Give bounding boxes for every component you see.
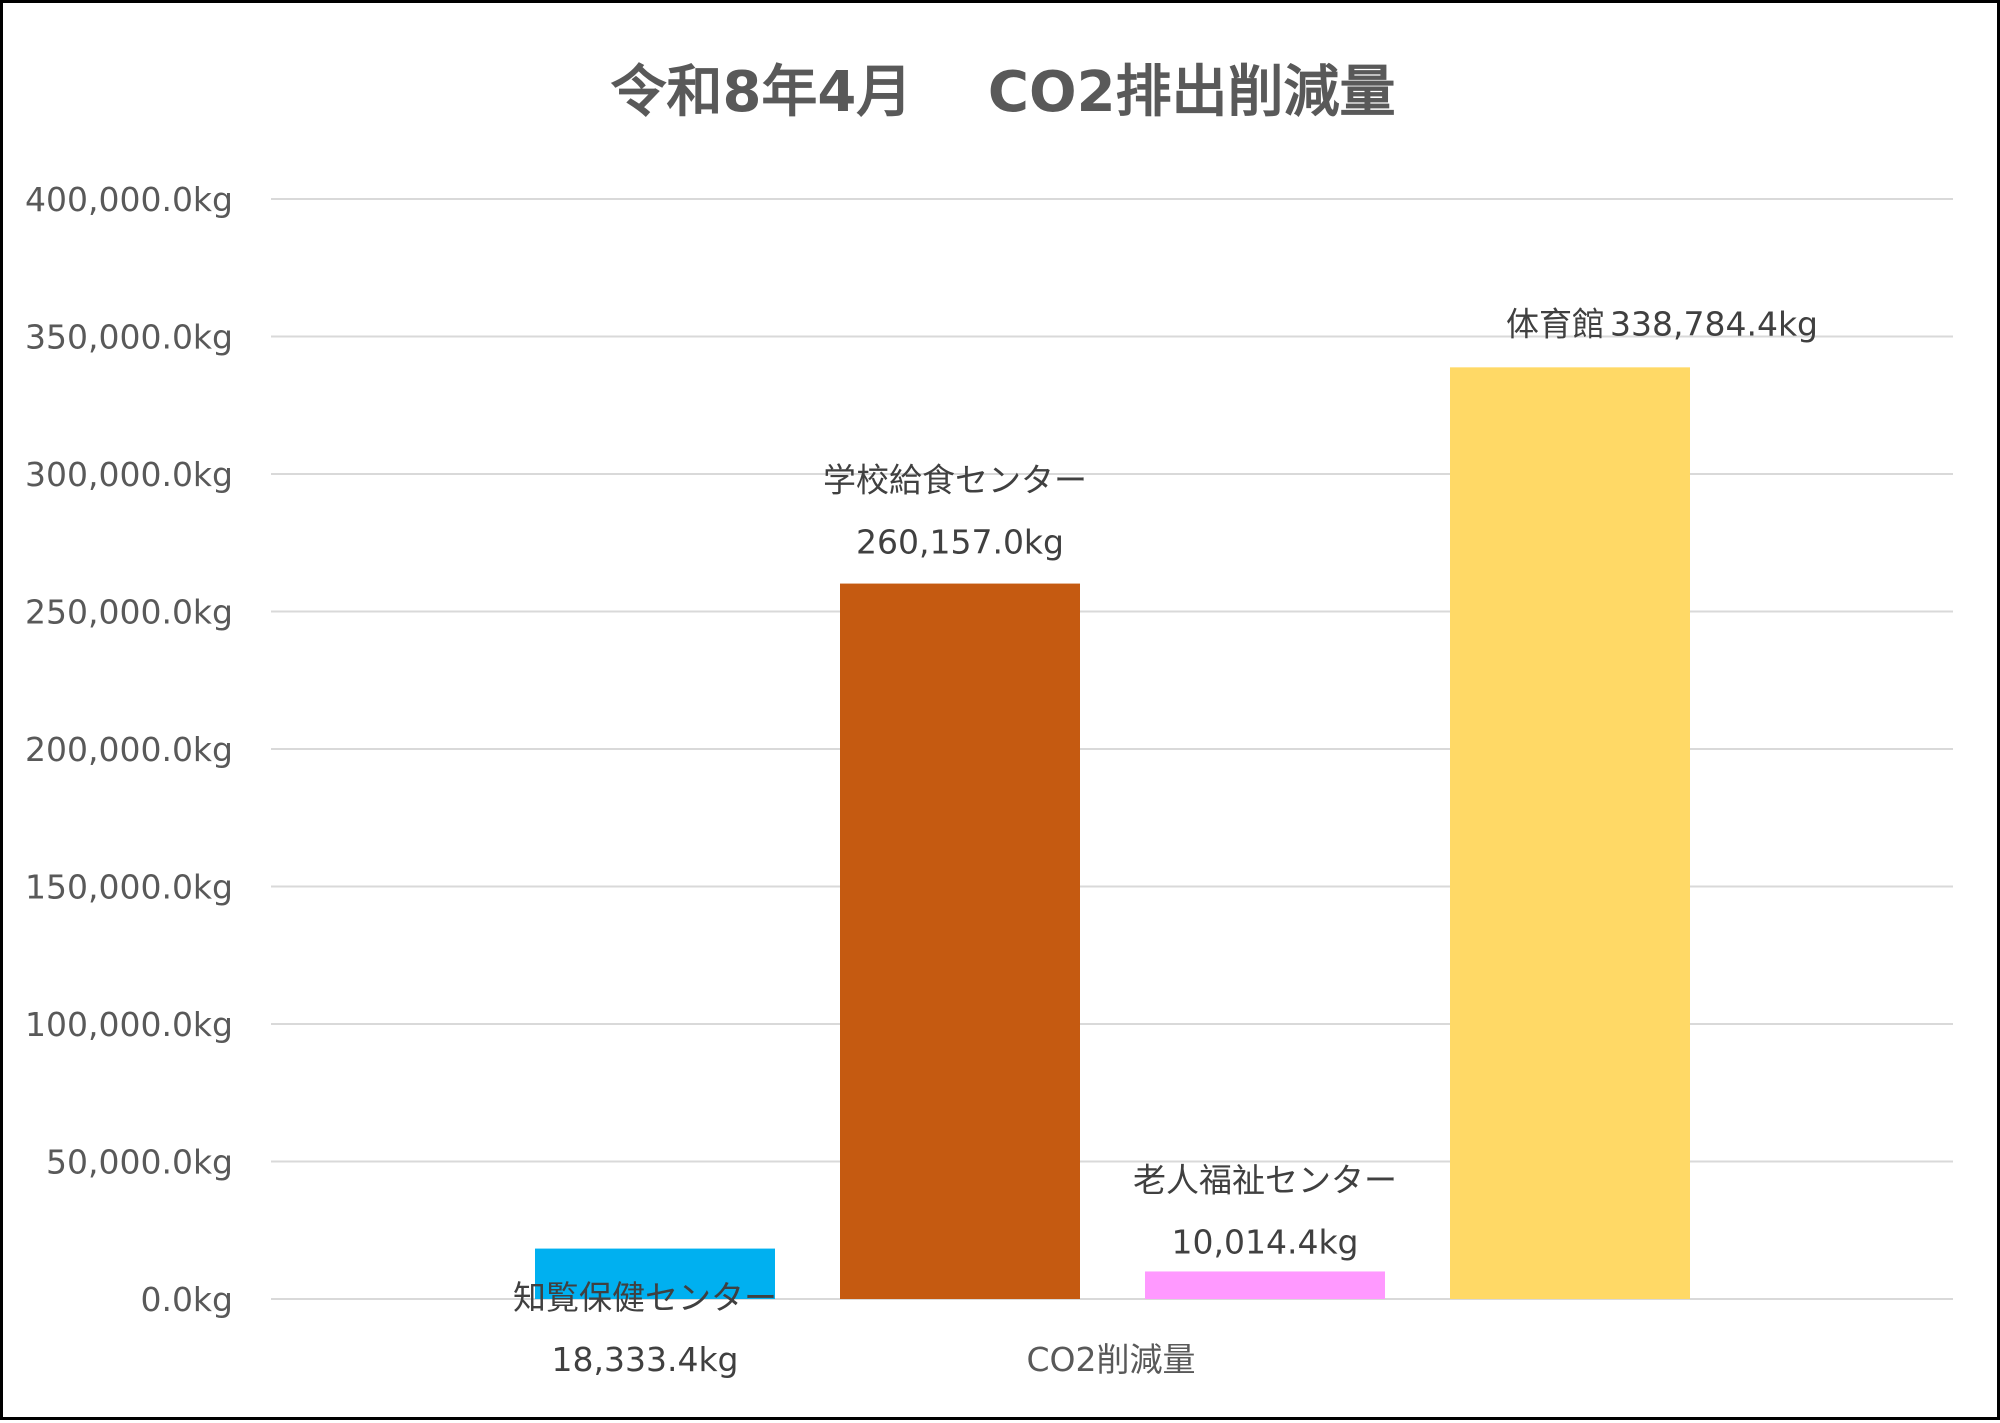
y-axis-ticks: 0.0kg 50,000.0kg 100,000.0kg 150,000.0kg 200… <box>25 180 233 1319</box>
y-tick-label: 200,000.0kg <box>25 730 233 769</box>
data-label-value: 18,333.4kg <box>551 1340 738 1379</box>
y-tick-label: 150,000.0kg <box>25 868 233 907</box>
data-label-series: 学校給食センター <box>823 461 1087 500</box>
bar <box>535 1248 775 1299</box>
y-tick-label: 100,000.0kg <box>25 1005 233 1044</box>
gridlines <box>271 198 1953 1300</box>
bar <box>840 583 1080 1299</box>
data-label-series: 知覧保健センター <box>513 1278 777 1317</box>
data-label-value: 338,784.4kg <box>1610 304 1818 343</box>
data-label-value: 260,157.0kg <box>856 523 1064 562</box>
chart-svg: 令和8年4月 CO2排出削減量 0.0kg 50,000.0kg 100,000.0… <box>25 60 1953 1379</box>
data-label-series: 老人福祉センター <box>1133 1160 1397 1199</box>
y-tick-label: 300,000.0kg <box>25 455 233 494</box>
x-category-label: CO2削減量 <box>1026 1340 1195 1379</box>
chart-title: 令和8年4月 CO2排出削減量 <box>610 60 1395 125</box>
y-tick-label: 350,000.0kg <box>25 318 233 357</box>
bar <box>1145 1271 1385 1299</box>
bar <box>1450 367 1690 1299</box>
y-tick-label: 400,000.0kg <box>25 180 233 219</box>
bars <box>535 367 1690 1299</box>
data-labels: 知覧保健センター 18,333.4kg 学校給食センター 260,157.0kg 老人福… <box>513 304 1818 1379</box>
data-label-value: 10,014.4kg <box>1171 1222 1358 1261</box>
y-tick-label: 250,000.0kg <box>25 593 233 632</box>
y-tick-label: 0.0kg <box>140 1280 233 1319</box>
y-tick-label: 50,000.0kg <box>46 1143 233 1182</box>
data-label-series: 体育館 <box>1506 304 1605 343</box>
